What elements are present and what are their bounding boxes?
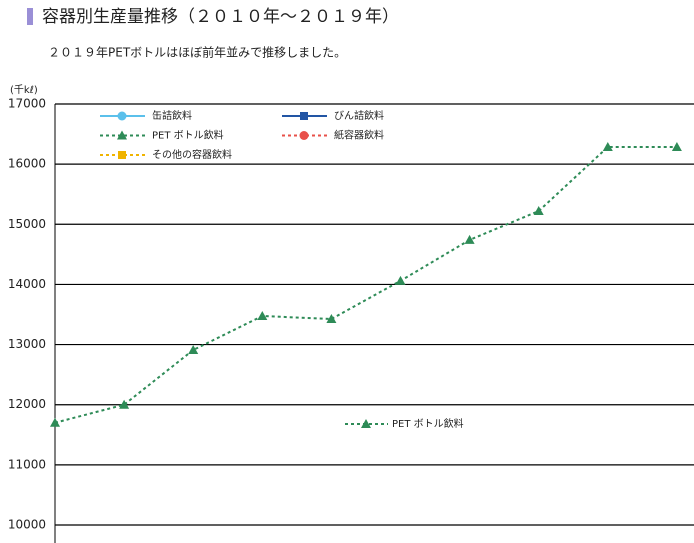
chart-title: 容器別生産量推移（２０１０年～２０１９年） bbox=[42, 7, 399, 27]
data-point bbox=[119, 399, 130, 409]
data-point bbox=[188, 344, 199, 354]
y-tick-label: 12000 bbox=[8, 397, 46, 411]
y-tick-label: 16000 bbox=[8, 157, 46, 171]
data-point bbox=[533, 206, 544, 216]
legend-label: その他の容器飲料 bbox=[152, 148, 232, 161]
y-tick-label: 10000 bbox=[8, 518, 46, 532]
legend-label: 紙容器飲料 bbox=[334, 129, 384, 142]
annotation-marker bbox=[361, 419, 371, 428]
data-point bbox=[395, 275, 406, 285]
chart-subtitle: ２０１９年PETボトルはほぼ前年並みで推移しました。 bbox=[48, 45, 346, 60]
legend-label: PET ボトル飲料 bbox=[152, 129, 224, 142]
data-point bbox=[671, 142, 682, 152]
legend-label: 缶詰飲料 bbox=[152, 109, 192, 122]
data-point bbox=[326, 314, 337, 324]
legend-marker bbox=[117, 111, 127, 121]
title-bullet bbox=[27, 8, 33, 25]
y-tick-label: 17000 bbox=[8, 97, 46, 111]
legend-label: びん詰飲料 bbox=[334, 109, 384, 122]
y-tick-label: 14000 bbox=[8, 277, 46, 291]
data-point bbox=[602, 142, 613, 152]
y-axis-label: (千kℓ) bbox=[10, 84, 38, 96]
legend-marker bbox=[300, 112, 308, 120]
legend-marker bbox=[117, 130, 127, 140]
data-point bbox=[257, 311, 268, 321]
y-tick-label: 11000 bbox=[8, 457, 46, 471]
data-line bbox=[54, 146, 677, 424]
data-point bbox=[50, 417, 60, 427]
data-point bbox=[464, 234, 475, 244]
y-tick-label: 13000 bbox=[8, 337, 46, 351]
legend-marker bbox=[118, 151, 126, 159]
legend-marker bbox=[299, 131, 309, 140]
y-tick-label: 15000 bbox=[8, 217, 46, 231]
annotation: PET ボトル飲料 bbox=[392, 417, 464, 430]
